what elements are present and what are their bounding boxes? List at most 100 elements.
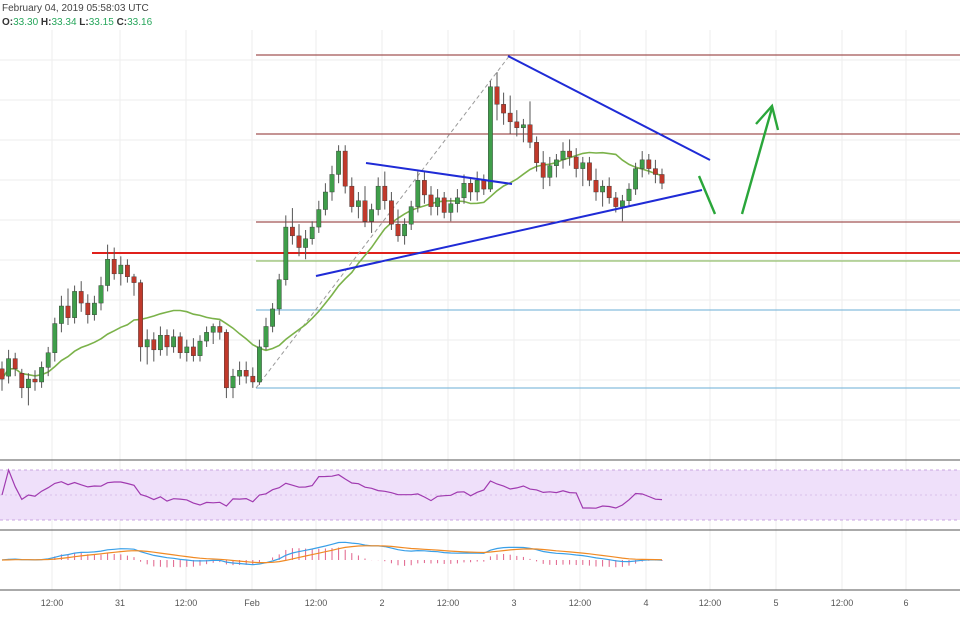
candle	[138, 279, 143, 362]
candle-body	[230, 375, 236, 389]
candle-body	[481, 180, 487, 190]
candle	[243, 361, 249, 384]
candle	[342, 145, 348, 194]
candle	[91, 295, 97, 321]
candle	[659, 168, 665, 190]
candle-body	[653, 168, 658, 175]
candle	[59, 295, 64, 333]
candle-body	[65, 305, 71, 318]
candle	[593, 168, 599, 201]
candle-body	[448, 203, 454, 213]
candle-body	[600, 185, 606, 193]
candle	[527, 101, 533, 149]
candle-body	[237, 370, 242, 377]
candle-body	[336, 150, 341, 175]
candle-body	[190, 346, 196, 356]
candle	[633, 162, 639, 195]
candle	[217, 320, 223, 340]
candle	[435, 189, 440, 216]
candle-body	[290, 226, 295, 237]
candle	[573, 148, 579, 178]
candle	[184, 339, 190, 362]
candle	[494, 72, 500, 121]
candle-body	[606, 185, 612, 199]
drawings[interactable]	[315, 55, 780, 277]
candle	[362, 186, 368, 228]
projection-arrow-up	[740, 107, 774, 215]
x-tick-label: 12:00	[175, 598, 198, 608]
ohlc-open-key: O:	[2, 17, 14, 28]
candle	[468, 177, 473, 201]
candle-body	[210, 326, 216, 333]
candle-body	[342, 150, 348, 187]
rsi-line	[1, 468, 663, 509]
macd-line	[1, 541, 663, 566]
candle	[164, 329, 170, 356]
candle	[448, 197, 454, 222]
candle-body	[12, 358, 18, 370]
candle-body	[124, 264, 130, 277]
indicator-panels	[0, 459, 960, 591]
candle-body	[177, 336, 183, 353]
candle	[283, 215, 289, 286]
candle	[151, 332, 157, 362]
candle-body	[85, 302, 91, 315]
ohlc-close-value: 33.16	[127, 17, 153, 28]
candle-body	[144, 339, 150, 348]
candle-body	[263, 326, 269, 348]
candle-body	[527, 124, 533, 143]
candle-body	[243, 370, 249, 377]
candle	[124, 259, 130, 283]
candle	[111, 247, 117, 280]
candle	[369, 203, 374, 233]
candle-body	[32, 378, 38, 383]
candle-body	[395, 223, 401, 237]
candle-body	[375, 185, 381, 210]
candle	[461, 174, 467, 204]
candle-body	[118, 264, 124, 275]
candle-body	[98, 285, 104, 304]
candle-body	[356, 200, 361, 207]
candle-body	[547, 165, 553, 178]
candle-body	[389, 200, 394, 225]
candle-body	[26, 378, 31, 389]
candle-body	[474, 180, 480, 193]
candle-body	[639, 159, 645, 169]
candle	[514, 110, 520, 137]
x-tick-label: 12:00	[569, 598, 592, 608]
candle	[316, 200, 322, 233]
candle	[606, 177, 612, 204]
candle	[257, 339, 262, 385]
candle-body	[257, 346, 262, 383]
candle-body	[646, 159, 652, 169]
candle-body	[362, 200, 368, 222]
candle	[488, 80, 493, 192]
candle	[356, 192, 361, 219]
candle-body	[131, 276, 137, 283]
trendline-resistance	[507, 55, 711, 161]
x-tick-label: 12:00	[437, 598, 460, 608]
ohlc-high-value: 33.34	[51, 17, 77, 28]
candle-body	[580, 162, 586, 169]
candle	[481, 174, 487, 195]
candle-body	[507, 112, 513, 123]
candle-body	[455, 197, 460, 204]
candles[interactable]	[0, 72, 665, 406]
x-tick-label: 4	[643, 598, 648, 608]
candle	[534, 136, 540, 172]
candle-body	[303, 238, 308, 248]
candle-body	[329, 174, 335, 193]
candle	[52, 317, 58, 362]
candle-body	[157, 335, 163, 351]
candle	[190, 338, 196, 362]
candle	[626, 183, 632, 207]
time-axis: 12:00 31 12:00 Feb 12:00 2 12:00 3 12:00 4 12:00 5 1…	[41, 598, 909, 608]
candle-body	[428, 194, 434, 207]
candle	[72, 285, 78, 324]
candle	[210, 323, 216, 344]
x-tick-label: 12:00	[41, 598, 64, 608]
candle	[402, 218, 407, 245]
candle	[474, 171, 480, 201]
candle	[422, 171, 427, 204]
